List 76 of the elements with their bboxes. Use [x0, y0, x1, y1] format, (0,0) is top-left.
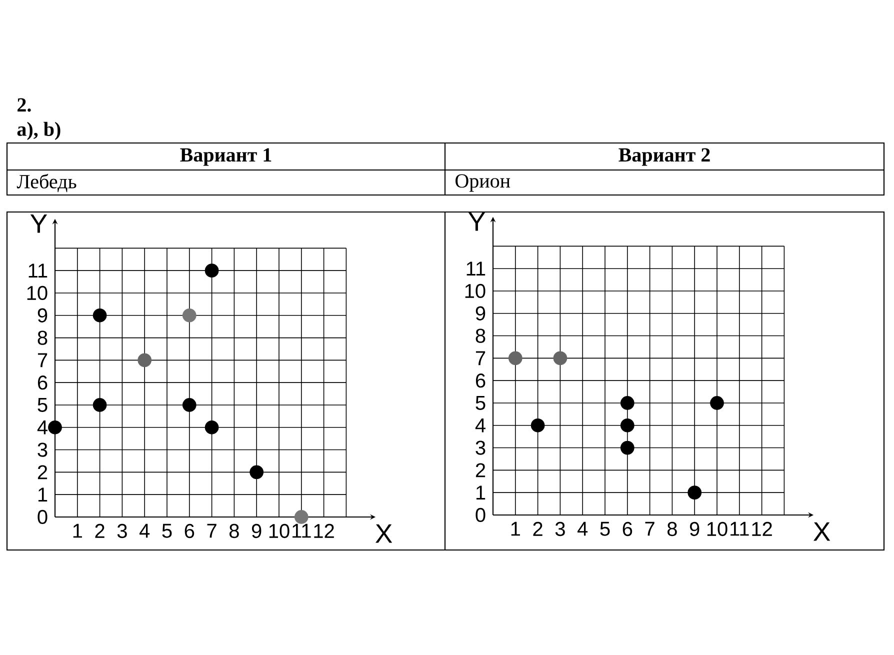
- point: [92, 308, 107, 322]
- x-tick-label: 7: [207, 524, 216, 538]
- x-tick-label: 12: [752, 522, 772, 536]
- chart-title: Вариант 2: [618, 148, 710, 166]
- point: [620, 440, 634, 455]
- y-tick-label: 10: [27, 286, 48, 300]
- x-tick-label: 2: [95, 524, 104, 538]
- x-tick-label: 9: [252, 524, 262, 538]
- x-tick-label: 1: [73, 524, 82, 538]
- y-tick-label: 11: [466, 262, 486, 276]
- y-tick-label: 4: [475, 418, 486, 432]
- y-tick-label: 7: [38, 353, 48, 368]
- y-tick-label: 11: [28, 264, 48, 278]
- chart-title: Вариант 1: [180, 148, 272, 166]
- point: [138, 353, 152, 368]
- point: [204, 420, 219, 434]
- x-tick-label: 5: [600, 522, 610, 536]
- point: [530, 418, 545, 432]
- y-tick-label: 2: [38, 465, 48, 480]
- point: [620, 396, 634, 410]
- y-tick-label: 8: [38, 330, 48, 345]
- x-tick-label: 8: [230, 524, 239, 538]
- x-tick-label: 7: [645, 522, 654, 536]
- x-tick-label: 6: [184, 524, 194, 538]
- point: [182, 308, 196, 322]
- y-tick-label: 7: [476, 351, 486, 366]
- y-tick-label: 0: [476, 508, 486, 522]
- text: 2.: [18, 98, 31, 112]
- y-tick-label: 5: [38, 398, 48, 412]
- point: [710, 396, 724, 410]
- x-tick-label: 8: [668, 522, 677, 536]
- point: [688, 486, 702, 500]
- y-tick-label: 1: [38, 488, 48, 502]
- x-tick-label: 11: [292, 524, 311, 538]
- y-tick-label: 9: [38, 308, 48, 322]
- x-tick-label: 4: [578, 522, 588, 536]
- point: [294, 510, 308, 524]
- y-axis-title: Y: [468, 212, 486, 231]
- chart-subtitle: Орион: [456, 174, 510, 192]
- y-tick-label: 4: [37, 420, 48, 434]
- y-tick-label: 3: [38, 442, 48, 457]
- x-tick-label: 6: [622, 522, 632, 536]
- x-tick-label: 1: [511, 522, 520, 536]
- y-tick-label: 10: [465, 284, 486, 298]
- x-tick-label: 3: [117, 524, 127, 538]
- point: [204, 264, 219, 278]
- point: [48, 420, 62, 434]
- text: a), b): [17, 122, 60, 140]
- x-tick-label: 2: [533, 522, 542, 536]
- point: [92, 398, 107, 412]
- point: [508, 351, 522, 366]
- x-tick-label: 9: [690, 522, 700, 536]
- x-tick-label: 10: [269, 524, 290, 538]
- point: [553, 351, 568, 366]
- y-tick-label: 2: [476, 463, 486, 478]
- x-tick-label: 10: [707, 522, 728, 536]
- y-tick-label: 3: [476, 440, 486, 455]
- y-tick-label: 8: [476, 328, 486, 343]
- y-tick-label: 0: [38, 510, 48, 524]
- x-tick-label: 3: [555, 522, 565, 536]
- x-tick-label: 5: [162, 524, 172, 538]
- point: [250, 465, 264, 480]
- y-tick-label: 5: [476, 396, 486, 410]
- y-tick-label: 6: [476, 374, 486, 388]
- point: [620, 418, 634, 432]
- chart-subtitle: Лебедь: [16, 174, 76, 192]
- x-tick-label: 11: [730, 522, 749, 536]
- x-axis-title: X: [814, 522, 830, 541]
- x-tick-label: 12: [314, 524, 334, 538]
- x-axis-title: X: [376, 524, 392, 543]
- y-tick-label: 9: [476, 306, 486, 320]
- x-tick-label: 4: [140, 524, 150, 538]
- y-tick-label: 6: [38, 376, 48, 390]
- y-axis-title: Y: [30, 214, 48, 233]
- y-tick-label: 1: [476, 486, 486, 500]
- point: [182, 398, 196, 412]
